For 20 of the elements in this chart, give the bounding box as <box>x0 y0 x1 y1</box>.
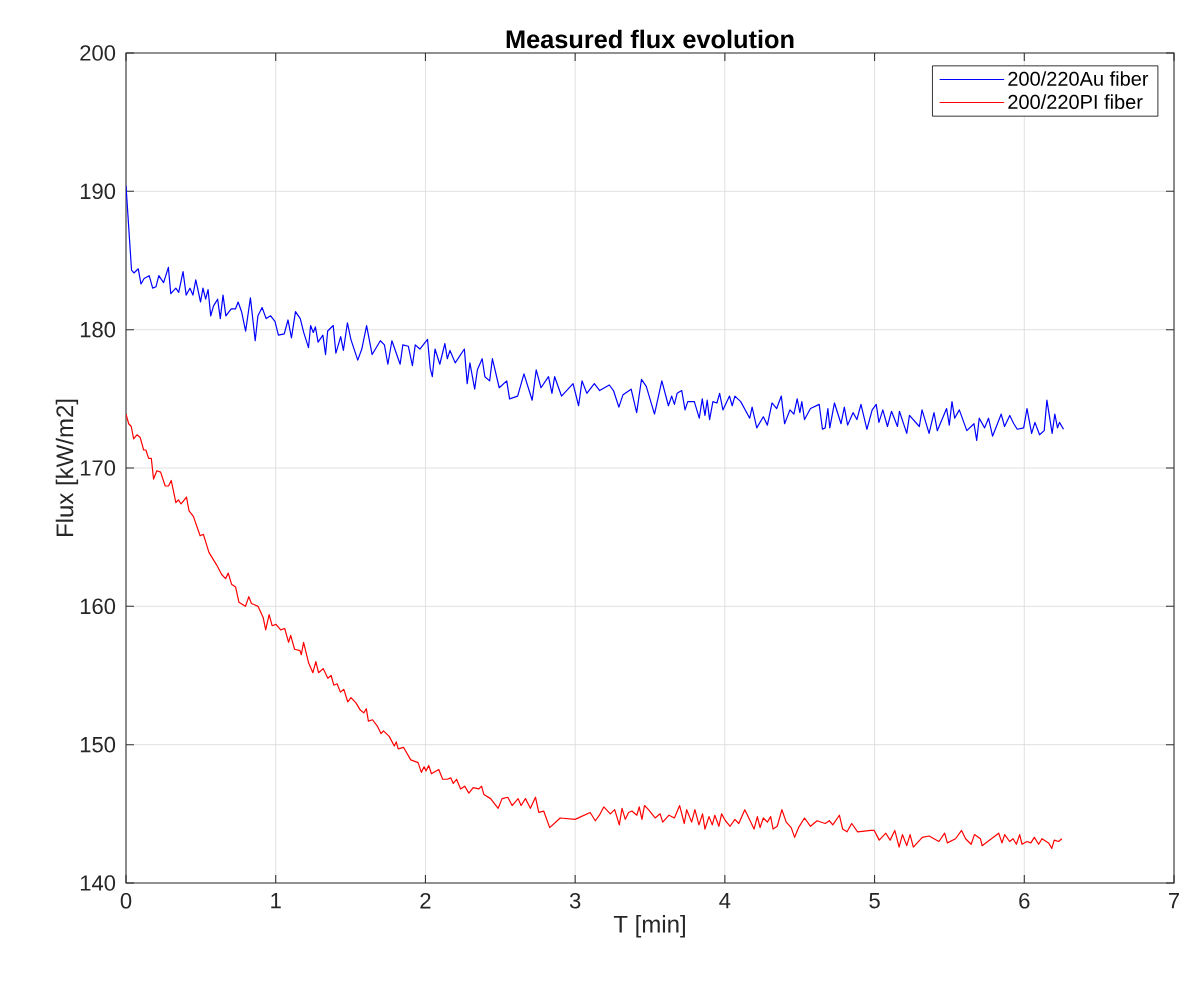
x-axis-title: T [min] <box>613 915 685 938</box>
y-tick-label: 140 <box>80 875 116 891</box>
legend-label: 200/220PI fiber <box>1008 94 1143 110</box>
x-tick-label: 1 <box>271 893 281 909</box>
y-tick-label: 200 <box>80 45 116 61</box>
x-tick-label: 5 <box>869 893 880 909</box>
y-tick-label: 190 <box>80 183 116 200</box>
x-tick-label: 2 <box>420 893 431 909</box>
x-tick-label: 3 <box>569 893 581 909</box>
x-tick-label: 7 <box>1169 893 1180 909</box>
chart-title: Measured flux evolution <box>506 29 794 49</box>
x-tick-label: 6 <box>1019 893 1030 909</box>
y-tick-label: 160 <box>80 598 116 615</box>
y-axis-title: Flux [kW/m2] <box>55 399 79 537</box>
y-tick-label: 150 <box>80 736 116 753</box>
y-tick-label: 180 <box>80 321 116 338</box>
x-tick-label: 0 <box>120 893 132 909</box>
legend-label: 200/220Au fiber <box>1008 71 1149 86</box>
y-tick-label: 170 <box>80 460 116 476</box>
x-tick-label: 4 <box>719 893 731 909</box>
